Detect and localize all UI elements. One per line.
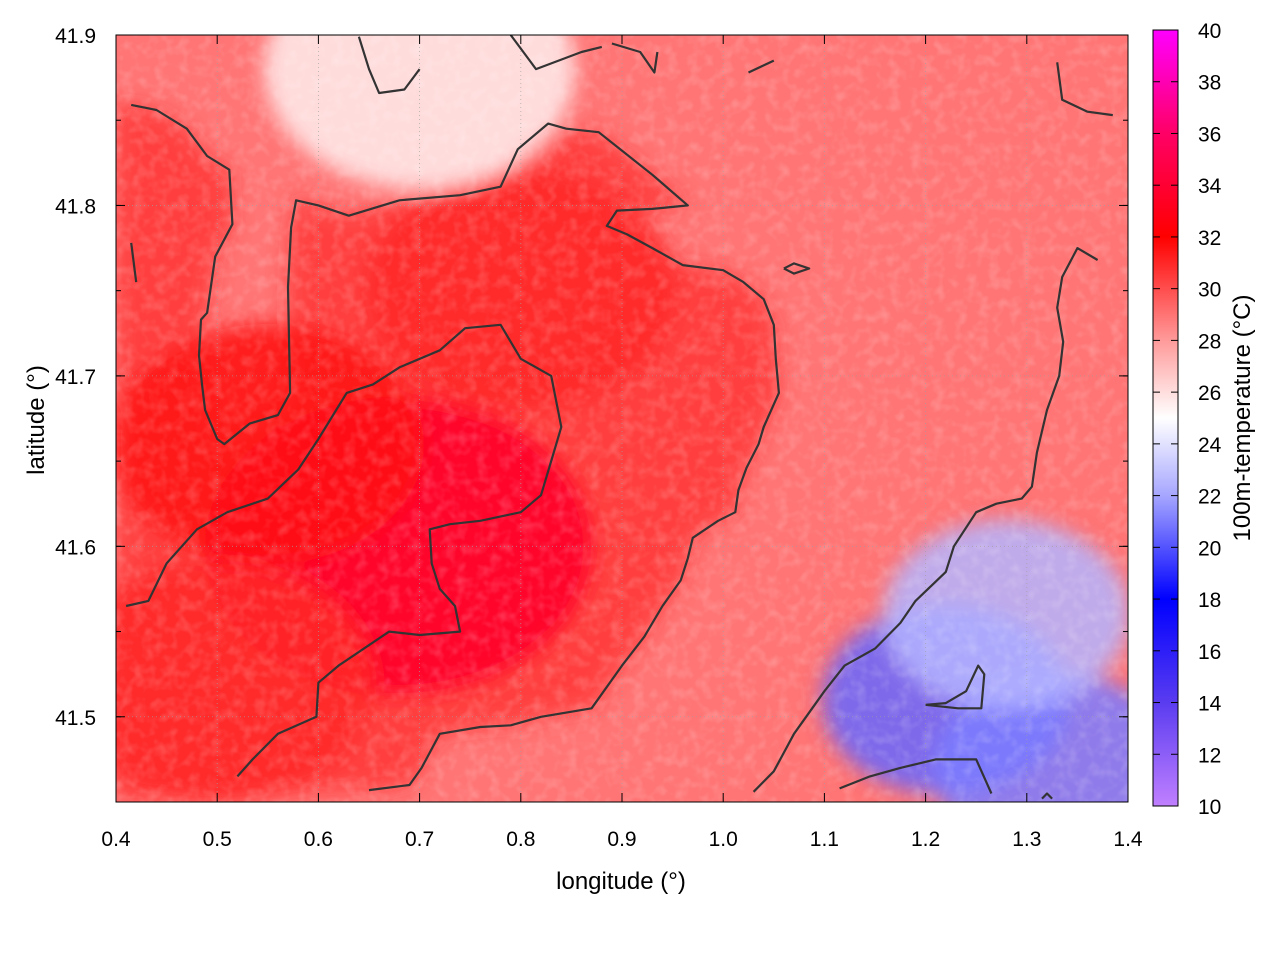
colorbar-tick-label: 26 [1198, 382, 1221, 405]
x-tick-label: 0.5 [203, 828, 232, 851]
y-axis-label: latitude (°) [23, 365, 50, 475]
colorbar-tick-label: 22 [1198, 486, 1221, 509]
contour-line [752, 247, 1099, 793]
x-tick-label: 1.0 [709, 828, 738, 851]
plot-area [115, 34, 1129, 803]
contour-line [130, 103, 781, 792]
x-tick-label: 1.4 [1113, 828, 1143, 851]
colorbar-tick-label: 34 [1198, 175, 1222, 198]
contour-line [611, 42, 659, 74]
colorbar-tick-label: 10 [1198, 796, 1221, 819]
y-tick-labels: 41.5 41.6 41.7 41.8 41.9 [55, 25, 96, 730]
axis-ticks [115, 34, 1129, 803]
colorbar-gradient [1153, 30, 1178, 806]
x-tick-label: 0.7 [405, 828, 434, 851]
contour-line [1056, 62, 1113, 117]
colorbar-tick-label: 38 [1198, 72, 1221, 95]
colorbar-tick-label: 24 [1198, 434, 1222, 457]
contour-line [783, 262, 811, 275]
colorbar-tick-label: 32 [1198, 227, 1221, 250]
colorbar-tick-label: 36 [1198, 123, 1221, 146]
x-tick-label: 0.6 [304, 828, 333, 851]
colorbar-tick-label: 30 [1198, 279, 1221, 302]
contour-line [125, 323, 563, 778]
x-tick-label: 0.9 [607, 828, 636, 851]
contour-lines [125, 35, 1113, 800]
x-axis-label: longitude (°) [556, 868, 686, 895]
colorbar-label: 100m-temperature (°C) [1229, 294, 1256, 541]
grid-lines [116, 35, 1128, 802]
x-tick-label: 1.1 [810, 828, 839, 851]
x-tick-labels: 0.4 0.5 0.6 0.7 0.8 0.9 1.0 1.1 1.2 1.3 1.4 [101, 828, 1143, 851]
colorbar-tick-label: 20 [1198, 537, 1221, 560]
colorbar-tick-label: 18 [1198, 589, 1221, 612]
colorbar-ticks [1153, 29, 1178, 807]
colorbar-tick-label: 12 [1198, 744, 1221, 767]
contour-line [839, 758, 993, 794]
y-tick-label: 41.6 [55, 536, 96, 559]
colorbar-tick-label: 16 [1198, 641, 1221, 664]
colorbar-tick-label: 28 [1198, 330, 1221, 353]
x-tick-label: 1.2 [911, 828, 940, 851]
contour-line [925, 664, 986, 710]
y-tick-label: 41.9 [55, 25, 96, 48]
colorbar-tick-label: 40 [1198, 20, 1221, 43]
x-tick-label: 1.3 [1012, 828, 1041, 851]
colorbar-tick-label: 14 [1198, 693, 1222, 716]
y-tick-label: 41.5 [55, 707, 96, 730]
x-tick-label: 0.8 [506, 828, 535, 851]
contour-line [748, 59, 775, 74]
x-tick-label: 0.4 [101, 828, 131, 851]
colorbar-frame [1152, 29, 1179, 807]
y-tick-label: 41.8 [55, 195, 96, 218]
contour-line [1041, 792, 1053, 800]
contour-line [130, 242, 138, 283]
colorbar: 10 12 14 16 18 20 22 24 26 28 30 32 34 36 38 40 [1152, 20, 1222, 819]
y-tick-label: 41.7 [55, 366, 96, 389]
field-texture [116, 35, 1128, 802]
colorbar-tick-labels: 10 12 14 16 18 20 22 24 26 28 30 32 34 36 38 40 [1198, 20, 1222, 819]
contour-line [357, 36, 421, 95]
contour-line [509, 35, 603, 71]
